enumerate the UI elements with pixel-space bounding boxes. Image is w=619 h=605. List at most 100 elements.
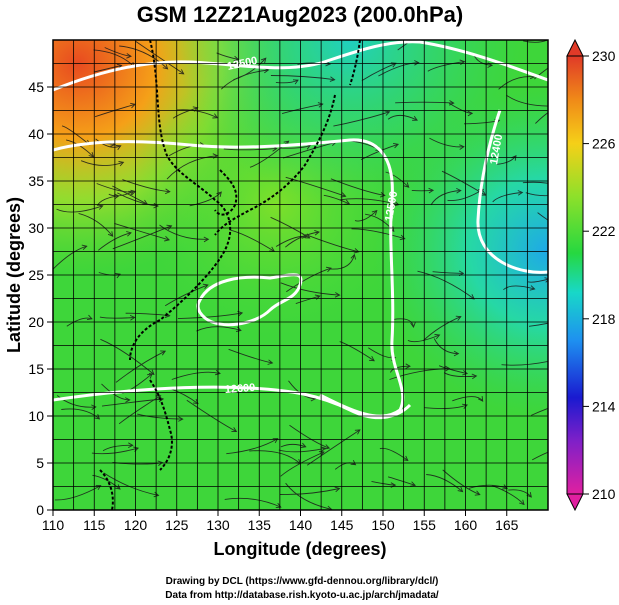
streamline [270,216,310,239]
streamline [379,447,409,461]
streamline-arrowhead [231,427,238,433]
x-tick-label: 160 [454,517,478,533]
streamline-arrowhead [165,188,171,195]
streamline [278,447,326,453]
contour-label-south: 12600 [224,382,255,396]
coastlines [99,40,361,510]
streamline-arrowhead [95,485,102,491]
streamline [108,191,134,197]
streamline [189,191,222,207]
y-tick-label: 30 [28,220,44,236]
streamline-arrowhead [214,369,221,376]
streamline [432,271,464,274]
streamline-arrowhead [334,486,341,493]
x-axis: 110 115 120 125 130 135 140 145 150 155 160 165 [42,510,519,533]
contour-12500-ring [53,138,405,418]
streamline [56,205,103,213]
streamline [537,212,548,221]
streamline [279,488,340,495]
streamline-arrowhead [371,209,378,216]
streamline [525,192,548,197]
y-axis: 0 5 10 15 20 25 30 35 40 45 [28,79,53,518]
lat-lon-grid [53,40,548,510]
streamline-arrowhead [403,182,410,188]
streamline [275,79,299,84]
y-tick-label: 5 [36,455,44,471]
streamline-arrowhead [320,446,327,452]
streamline-arrowhead [212,113,219,119]
streamline [387,114,418,121]
streamline-arrowhead [449,100,455,106]
streamline [426,474,463,492]
streamline [224,497,281,508]
y-tick-label: 35 [28,173,44,189]
streamline-arrowhead [412,115,418,121]
streamline [101,383,130,401]
x-tick-label: 135 [248,517,272,533]
streamline-arrowhead [118,161,125,167]
streamline [229,229,275,252]
streamline [354,210,378,222]
streamline [430,190,461,206]
streamline [492,192,523,203]
streamline-arrowhead [585,394,590,399]
streamline [452,396,484,402]
credit-line-1: Drawing by DCL (https://www.gfd-dennou.o… [166,576,439,587]
streamline [286,267,332,293]
streamline-arrowhead [160,350,167,356]
streamline [99,316,135,319]
streamline [172,107,198,119]
streamline-arrowhead [529,285,536,291]
y-tick-label: 40 [28,126,44,142]
streamline [424,404,468,409]
streamline [289,424,330,449]
streamline-arrowhead [107,231,114,237]
streamline [496,155,517,165]
streamline-arrowhead [350,460,357,466]
streamline [280,144,311,149]
streamline [66,317,93,327]
streamline [523,40,548,43]
streamline-arrowhead [393,142,400,149]
streamline [54,485,101,501]
streamline [503,285,535,291]
streamline [491,485,525,505]
x-tick-label: 125 [165,517,189,533]
streamline-arrowhead [329,76,336,82]
streamline-arrowhead [544,277,548,283]
streamline-arrowhead [410,481,416,487]
streamline [61,408,100,420]
streamline [295,295,320,305]
streamline [427,61,465,72]
x-tick-label: 150 [371,517,395,533]
x-tick-label: 145 [330,517,354,533]
streamline [535,112,548,124]
colorbar-tick-label: 218 [592,311,616,327]
colorbar-tick-label: 214 [592,398,616,414]
streamline [186,399,237,432]
streamline-arrowhead [124,397,131,403]
plot-area [53,40,590,510]
streamline [115,350,166,383]
x-tick-label: 115 [83,517,106,533]
streamline [135,41,184,75]
streamline-arrowhead [318,451,325,457]
x-tick-label: 165 [495,517,519,533]
y-tick-label: 15 [28,361,44,377]
streamline-arrowhead [478,396,484,402]
colorbar-bottom-arrow [566,493,584,512]
y-axis-label: Latitude (degrees) [4,197,24,353]
streamline-arrowhead [324,444,331,450]
streamline [407,334,440,343]
credit-line-2: Data from http://database.rish.kyoto-u.a… [165,590,439,601]
x-tick-label: 110 [42,517,65,533]
streamline-arrowhead [155,395,162,401]
streamline [508,489,532,498]
streamline [361,62,397,81]
colorbar-tick-label: 222 [592,223,616,239]
streamline-arrowhead [471,373,478,380]
streamline [306,429,361,466]
streamline [323,194,350,205]
streamline-arrowhead [193,398,199,405]
